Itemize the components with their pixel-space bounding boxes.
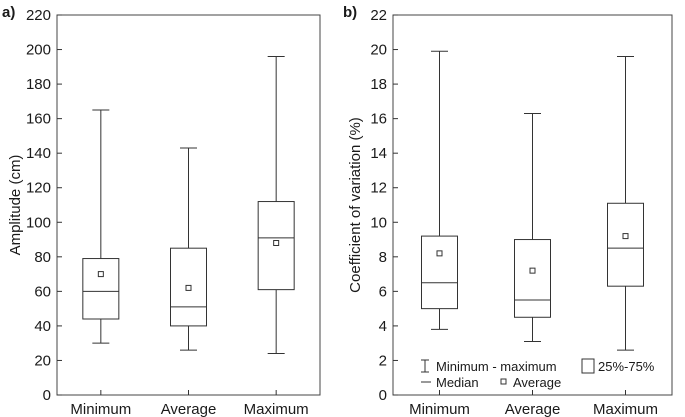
- y-tick-label: 60: [34, 283, 51, 300]
- y-tick-label: 80: [34, 249, 51, 266]
- y-axis-label: Coefficient of variation (%): [347, 117, 364, 293]
- y-tick-label: 100: [26, 214, 51, 231]
- y-tick-label: 20: [34, 352, 51, 369]
- iqr-box: [257, 201, 295, 291]
- iqr-box: [82, 258, 120, 320]
- y-tick-label: 140: [26, 145, 51, 162]
- mean-marker: [273, 240, 280, 246]
- x-category-label: Maximum: [593, 401, 658, 417]
- mean-marker: [529, 267, 536, 274]
- x-category-label: Minimum: [409, 401, 470, 417]
- x-category-label: Minimum: [70, 401, 131, 417]
- iqr-box: [514, 239, 551, 318]
- y-tick-label: 10: [370, 214, 387, 231]
- chart-legend: Minimum - maximum 25%-75% Median Average: [421, 358, 655, 390]
- legend-box-icon: [581, 358, 595, 374]
- y-tick-label: 6: [379, 283, 387, 300]
- y-tick-label: 14: [370, 145, 387, 162]
- mean-marker: [622, 233, 629, 240]
- y-tick-label: 160: [26, 111, 51, 128]
- mean-marker: [185, 284, 192, 291]
- y-tick-label: 4: [379, 318, 387, 335]
- y-tick-label: 18: [370, 76, 387, 93]
- iqr-box: [170, 247, 207, 327]
- mean-marker: [436, 250, 443, 257]
- y-axis-label: Amplitude (cm): [7, 155, 24, 256]
- y-tick-label: 220: [26, 7, 51, 24]
- y-tick-label: 40: [34, 318, 51, 335]
- y-tick-label: 22: [370, 7, 387, 24]
- iqr-box: [607, 202, 644, 287]
- legend-label-iqr: 25%-75%: [598, 359, 655, 374]
- y-tick-label: 200: [26, 42, 51, 59]
- panel-letter: b): [343, 4, 357, 21]
- y-tick-label: 180: [26, 76, 51, 93]
- legend-label-average: Average: [513, 375, 561, 390]
- x-category-label: Average: [161, 401, 217, 417]
- mean-marker: [97, 271, 104, 278]
- x-category-label: Average: [505, 401, 561, 417]
- y-tick-label: 20: [370, 42, 387, 59]
- y-tick-label: 8: [379, 249, 387, 266]
- panel-b: b) 0 2 4 6 8 10 12 14 16 18 20 22 Coefficient of vari…: [343, 4, 673, 417]
- legend-label-median: Median: [436, 375, 479, 390]
- legend-average-icon: [500, 378, 507, 385]
- y-tick-label: 0: [379, 387, 387, 404]
- y-tick-label: 16: [370, 111, 387, 128]
- y-tick-label: 0: [43, 387, 51, 404]
- legend-label-min-max: Minimum - maximum: [436, 359, 557, 374]
- y-tick-label: 12: [370, 180, 387, 197]
- y-tick-label: 2: [379, 352, 387, 369]
- iqr-box: [421, 235, 458, 310]
- panel-letter: a): [2, 4, 15, 21]
- y-tick-label: 120: [26, 180, 51, 197]
- panel-a: a) 0 20 40 60 80 100 120 140 160 180 200 220 Amplitud…: [2, 4, 321, 417]
- x-category-label: Maximum: [244, 401, 309, 417]
